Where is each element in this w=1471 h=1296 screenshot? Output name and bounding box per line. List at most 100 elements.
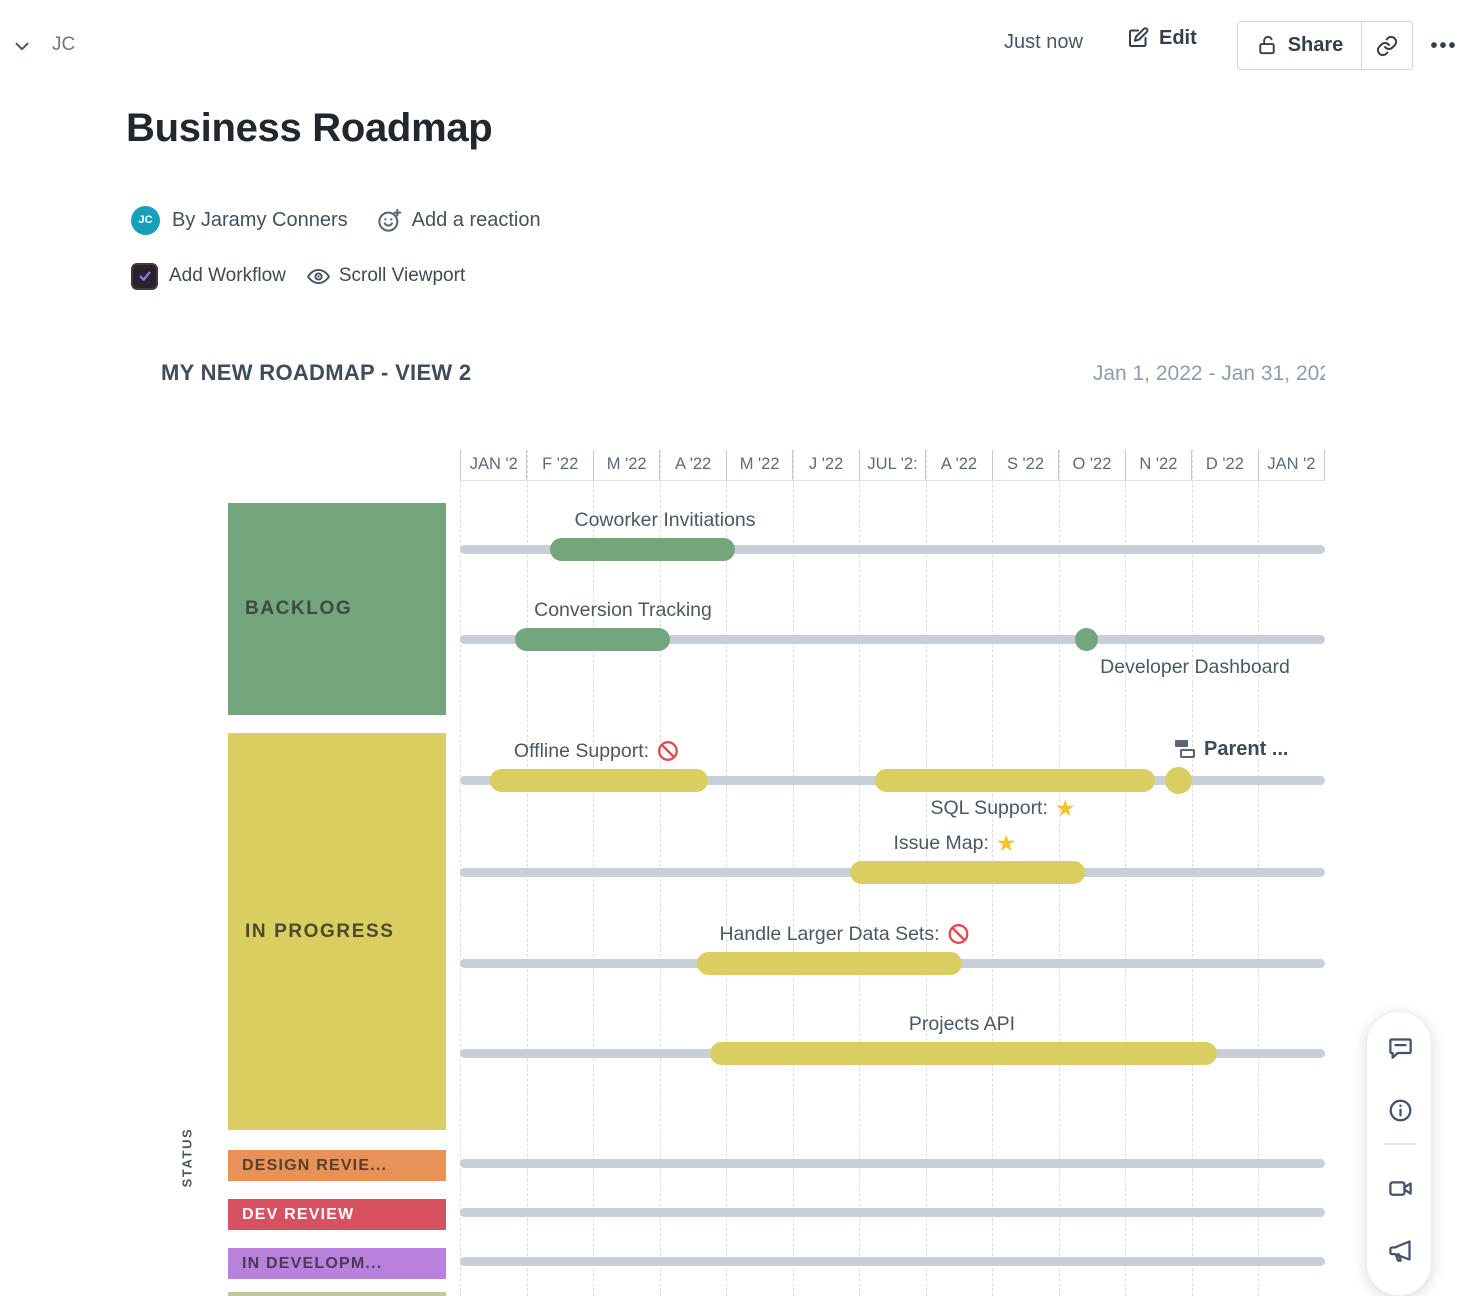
month-label: D '22 xyxy=(1191,450,1257,480)
breadcrumb[interactable]: JC xyxy=(52,34,76,55)
add-reaction-button[interactable]: Add a reaction xyxy=(376,207,541,234)
month-label: JAN '2 xyxy=(1257,450,1325,480)
copy-link-button[interactable] xyxy=(1362,22,1412,69)
bar-label-text: Offline Support: xyxy=(513,739,650,762)
avatar[interactable]: JC xyxy=(131,205,160,235)
month-label: F '22 xyxy=(526,450,592,480)
add-workflow-button[interactable]: Add Workflow xyxy=(169,265,286,286)
lane-label: IN DEVELOPM... xyxy=(242,1254,383,1272)
lane-label: BACKLOG xyxy=(245,598,353,619)
toolbar-divider xyxy=(1384,1143,1416,1145)
scroll-viewport-label: Scroll Viewport xyxy=(338,265,466,286)
workflow-icon xyxy=(131,262,158,290)
bar-label-text: Coworker Invitiations xyxy=(574,508,756,531)
timeline-track xyxy=(460,1207,1325,1217)
megaphone-icon xyxy=(1388,1239,1411,1262)
roadmap-chart: BACKLOG IN PROGRESS DESIGN REVIE... DEV REV… xyxy=(160,350,1325,1296)
gantt-bar-projects-api[interactable] xyxy=(710,1041,1217,1065)
bar-label-text: Conversion Tracking xyxy=(534,598,712,621)
lane-in-developm: IN DEVELOPM... xyxy=(228,1248,446,1279)
month-label: JAN '2 xyxy=(460,450,526,480)
bar-label-handle-larger-data-sets: Handle Larger Data Sets: xyxy=(719,921,970,947)
month-label: M '22 xyxy=(592,450,659,480)
scroll-viewport-button[interactable]: Scroll Viewport xyxy=(306,264,465,289)
timeline-axis: JAN '2 F '22 M '22 A '22 M '22 J '22 JUL '2: A … xyxy=(460,450,1325,481)
share-button[interactable]: Share xyxy=(1238,22,1362,69)
share-button-group: Share xyxy=(1237,21,1413,70)
link-icon xyxy=(1375,34,1399,58)
bar-label-projects-api: Projects API xyxy=(909,1011,1015,1037)
roadmap-title: MY NEW ROADMAP - VIEW 2 xyxy=(161,360,472,385)
lane-label: DEV REVIEW xyxy=(242,1205,355,1223)
status-axis-label: STATUS xyxy=(179,1127,195,1188)
bar-label-text: Developer Dashboard xyxy=(1100,655,1290,678)
month-label: A '22 xyxy=(659,450,725,480)
timeline-track xyxy=(460,634,1325,644)
gantt-bar-sql-support[interactable] xyxy=(875,768,1155,792)
gantt-bar-offline-support[interactable] xyxy=(490,768,708,792)
share-label: Share xyxy=(1287,34,1344,56)
smiley-plus-icon xyxy=(376,207,403,234)
bar-label-coworker-invitiations: Coworker Invitiations xyxy=(575,507,756,533)
month-label: N '22 xyxy=(1124,450,1191,480)
month-label: M '22 xyxy=(725,450,792,480)
comment-icon xyxy=(1388,1037,1412,1059)
bar-label-parent: Parent ... xyxy=(1174,736,1288,762)
lane-label: IN PROGRESS xyxy=(245,920,395,942)
gantt-bar-coworker-invitiations[interactable] xyxy=(550,537,735,561)
bar-label-text: Issue Map: xyxy=(893,831,989,854)
gantt-milestone-developer-dashboard[interactable] xyxy=(1074,627,1098,651)
bar-label-issue-map: Issue Map: ★ xyxy=(893,830,1016,856)
video-button[interactable] xyxy=(1386,1174,1414,1202)
blocked-icon xyxy=(948,924,969,944)
edit-icon xyxy=(1126,26,1150,50)
star-icon: ★ xyxy=(1054,794,1076,821)
more-actions-button[interactable]: ••• xyxy=(1422,24,1466,68)
info-button[interactable] xyxy=(1386,1096,1414,1124)
announce-button[interactable] xyxy=(1386,1236,1414,1264)
add-reaction-label: Add a reaction xyxy=(411,208,541,231)
month-label: JUL '2: xyxy=(858,450,925,480)
timeline-track xyxy=(460,1256,1325,1266)
bar-label-text: SQL Support: xyxy=(930,796,1048,819)
blocked-icon xyxy=(658,741,679,761)
month-label: J '22 xyxy=(792,450,858,480)
bar-label-sql-support: SQL Support: ★ xyxy=(930,795,1075,821)
macro-row: Add Workflow Scroll Viewport xyxy=(131,260,465,292)
edit-button[interactable]: Edit xyxy=(1126,26,1197,50)
month-label: O '22 xyxy=(1058,450,1124,480)
roadmap-widget: MY NEW ROADMAP - VIEW 2 Jan 1, 2022 - Ja… xyxy=(160,350,1325,1296)
bar-label-developer-dashboard: Developer Dashboard xyxy=(1100,654,1290,680)
bar-label-text: Projects API xyxy=(908,1012,1016,1035)
lane-in-progress: IN PROGRESS xyxy=(228,733,446,1130)
gantt-milestone-parent[interactable] xyxy=(1164,766,1192,794)
gantt-bar-conversion-tracking[interactable] xyxy=(515,627,670,651)
eye-icon xyxy=(306,264,331,289)
bar-label-text: Parent ... xyxy=(1204,737,1289,760)
bar-label-conversion-tracking: Conversion Tracking xyxy=(534,597,712,623)
chevron-down-icon[interactable] xyxy=(8,32,36,60)
byline[interactable]: By Jaramy Conners xyxy=(172,208,348,231)
byline-row: JC By Jaramy Conners Add a reaction xyxy=(131,204,541,236)
timeline-track xyxy=(460,1158,1325,1168)
bar-label-offline-support: Offline Support: xyxy=(514,738,680,764)
month-label: A '22 xyxy=(925,450,991,480)
lane-design-revie: DESIGN REVIE... xyxy=(228,1150,446,1181)
timeline-track xyxy=(460,544,1325,554)
last-edited-timestamp: Just now xyxy=(1004,31,1083,53)
lane-label: DESIGN REVIE... xyxy=(242,1156,388,1174)
lane-backlog: BACKLOG xyxy=(228,503,446,715)
bar-label-text: Handle Larger Data Sets: xyxy=(719,922,940,945)
lane-dev-review: DEV REVIEW xyxy=(228,1199,446,1230)
roadmap-date-range: Jan 1, 2022 - Jan 31, 202 xyxy=(1092,362,1325,385)
video-camera-icon xyxy=(1388,1180,1412,1196)
unlock-icon xyxy=(1256,34,1279,57)
gantt-bar-handle-larger-data-sets[interactable] xyxy=(697,951,962,975)
info-icon xyxy=(1389,1099,1411,1121)
comment-button[interactable] xyxy=(1386,1034,1414,1062)
lane-next-lane-sliver xyxy=(228,1292,446,1296)
parent-item-icon xyxy=(1175,740,1195,758)
gantt-bar-issue-map[interactable] xyxy=(850,860,1085,884)
side-toolbar xyxy=(1366,1011,1432,1296)
